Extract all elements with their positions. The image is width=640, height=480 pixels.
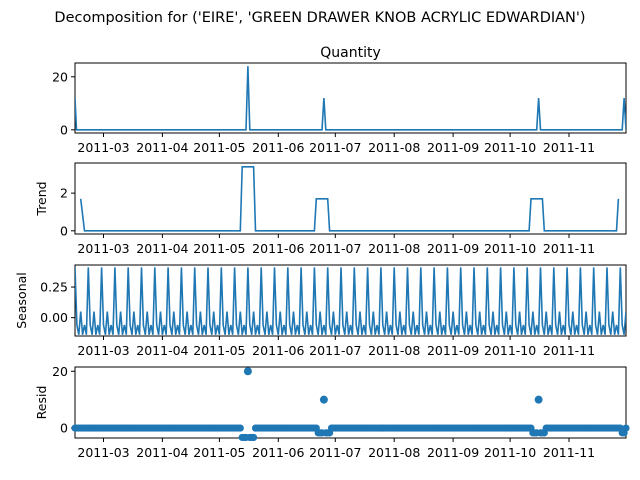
x-tick-label: 2011-11 [543,241,595,256]
x-tick-label: 2011-06 [252,241,304,256]
x-tick-label: 2011-11 [543,343,595,358]
resid-point [236,424,244,432]
x-tick-label: 2011-05 [193,140,245,155]
x-tick-label: 2011-04 [136,343,188,358]
series-quantity-line [75,66,626,131]
y-tick-label: 0 [60,223,68,238]
x-tick-label: 2011-07 [309,445,361,460]
x-tick-label: 2011-10 [484,445,536,460]
x-tick-label: 2011-10 [484,241,536,256]
y-tick-label: 0.25 [40,280,68,295]
x-tick-label: 2011-03 [77,343,129,358]
x-tick-label: 2011-04 [136,445,188,460]
axes-frame [74,264,627,337]
x-tick-label: 2011-09 [427,241,479,256]
x-tick-label: 2011-07 [309,140,361,155]
x-tick-label: 2011-11 [543,445,595,460]
y-tick-label: 0 [60,122,68,137]
x-tick-label: 2011-10 [484,343,536,358]
y-tick-label: 0.00 [40,310,68,325]
x-tick-label: 2011-03 [77,241,129,256]
y-tick-label: 20 [52,364,68,379]
y-tick-label: 2 [60,186,68,201]
x-tick-label: 2011-08 [368,140,420,155]
x-tick-label: 2011-04 [136,140,188,155]
y-axis-label: Trend [34,181,49,216]
x-tick-label: 2011-03 [77,445,129,460]
y-tick-label: 20 [52,69,68,84]
y-axis-label: Resid [34,386,49,420]
axes-frame [74,366,627,439]
x-tick-label: 2011-09 [427,445,479,460]
x-tick-label: 2011-04 [136,241,188,256]
x-tick-label: 2011-09 [427,140,479,155]
series-trend-line [79,165,620,232]
resid-outlier-point [534,395,543,404]
y-tick-label: 0 [60,421,68,436]
axes-frame [74,162,627,235]
x-tick-label: 2011-11 [543,140,595,155]
panel-trend: Trend 0 2 2011-03 2011-04 2011-05 2011-06 2011-… [34,162,627,256]
panel-title: Quantity [320,45,381,61]
x-tick-label: 2011-05 [193,445,245,460]
panel-resid: Resid 0 20 2011-03 2011-04 2011-05 2011-06 2011… [34,364,630,460]
panel-seasonal: Seasonal 0.25 0.00 2011-03 2011-04 2011-05 201… [14,264,627,358]
x-tick-label: 2011-07 [309,343,361,358]
x-tick-label: 2011-06 [252,140,304,155]
x-tick-label: 2011-09 [427,343,479,358]
x-tick-label: 2011-08 [368,343,420,358]
panel-observed: Quantity 0 20 2011-03 2011-04 2011-05 2011-06 2… [52,45,627,155]
series-seasonal-line [75,267,626,335]
resid-point [250,433,258,442]
figure-suptitle: Decomposition for ('EIRE', 'GREEN DRAWER… [54,10,585,26]
x-tick-label: 2011-07 [309,241,361,256]
x-tick-label: 2011-05 [193,241,245,256]
x-tick-label: 2011-08 [368,241,420,256]
x-tick-label: 2011-05 [193,343,245,358]
y-axis-label: Seasonal [14,272,29,329]
x-tick-label: 2011-03 [77,140,129,155]
resid-outlier-point [319,395,328,404]
resid-outlier-point [243,367,252,376]
x-tick-label: 2011-06 [252,445,304,460]
x-tick-label: 2011-08 [368,445,420,460]
x-tick-label: 2011-10 [484,140,536,155]
resid-point [622,424,630,432]
x-tick-label: 2011-06 [252,343,304,358]
